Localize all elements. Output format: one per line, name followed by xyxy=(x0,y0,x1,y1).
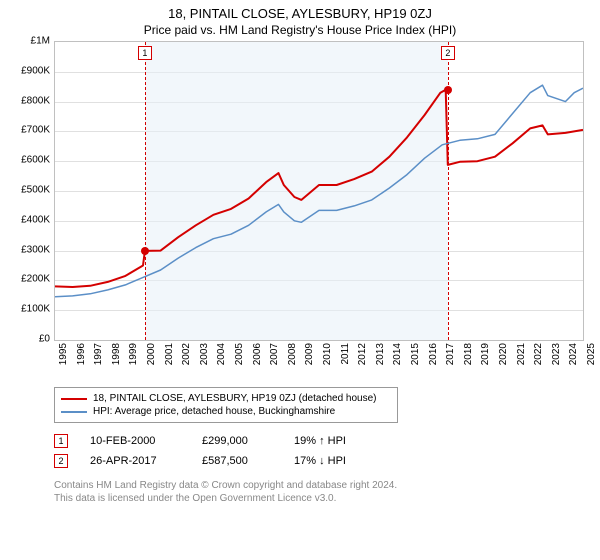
x-axis-label: 1999 xyxy=(128,343,139,365)
x-axis-label: 2004 xyxy=(216,343,227,365)
y-axis-label: £900K xyxy=(21,65,50,76)
chart: 12 £0£100K£200K£300K£400K£500K£600K£700K… xyxy=(36,41,596,381)
legend: 18, PINTAIL CLOSE, AYLESBURY, HP19 0ZJ (… xyxy=(54,387,398,423)
transaction-hpi: 17% ↓ HPI xyxy=(294,455,384,467)
transaction-date: 10-FEB-2000 xyxy=(90,435,180,447)
footer-line-2: This data is licensed under the Open Gov… xyxy=(54,492,600,505)
x-axis-label: 2001 xyxy=(164,343,175,365)
x-axis-label: 1997 xyxy=(93,343,104,365)
y-axis-label: £300K xyxy=(21,244,50,255)
x-axis-label: 2009 xyxy=(304,343,315,365)
y-axis-label: £700K xyxy=(21,125,50,136)
series-hpi xyxy=(55,85,583,297)
x-axis-label: 2013 xyxy=(375,343,386,365)
x-axis-label: 2002 xyxy=(181,343,192,365)
legend-row: HPI: Average price, detached house, Buck… xyxy=(61,405,391,418)
x-axis-label: 1998 xyxy=(111,343,122,365)
legend-swatch xyxy=(61,398,87,400)
x-axis-label: 2021 xyxy=(516,343,527,365)
transaction-table: 1 10-FEB-2000 £299,000 19% ↑ HPI 2 26-APR-201… xyxy=(54,431,600,471)
x-axis-label: 2007 xyxy=(269,343,280,365)
x-axis-label: 2018 xyxy=(463,343,474,365)
x-axis-label: 2024 xyxy=(568,343,579,365)
x-axis-label: 2008 xyxy=(287,343,298,365)
x-axis-label: 2014 xyxy=(392,343,403,365)
legend-swatch xyxy=(61,411,87,413)
x-axis-label: 2010 xyxy=(322,343,333,365)
x-axis-label: 2005 xyxy=(234,343,245,365)
series-price_paid xyxy=(55,90,583,287)
transaction-row: 2 26-APR-2017 £587,500 17% ↓ HPI xyxy=(54,451,600,471)
y-axis-label: £500K xyxy=(21,185,50,196)
x-axis-label: 2019 xyxy=(480,343,491,365)
chart-container: 18, PINTAIL CLOSE, AYLESBURY, HP19 0ZJ P… xyxy=(0,0,600,560)
legend-label: 18, PINTAIL CLOSE, AYLESBURY, HP19 0ZJ (… xyxy=(93,393,376,404)
x-axis-label: 2003 xyxy=(199,343,210,365)
y-axis-label: £0 xyxy=(39,334,50,345)
transaction-marker: 2 xyxy=(54,454,68,468)
x-axis-label: 2011 xyxy=(340,343,351,365)
title-line-1: 18, PINTAIL CLOSE, AYLESBURY, HP19 0ZJ xyxy=(0,0,600,21)
y-axis-label: £600K xyxy=(21,155,50,166)
transaction-price: £587,500 xyxy=(202,455,272,467)
footer: Contains HM Land Registry data © Crown c… xyxy=(54,479,600,505)
y-axis-label: £800K xyxy=(21,95,50,106)
x-axis-label: 2022 xyxy=(533,343,544,365)
x-axis-label: 1996 xyxy=(76,343,87,365)
footer-line-1: Contains HM Land Registry data © Crown c… xyxy=(54,479,600,492)
x-axis-label: 2017 xyxy=(445,343,456,365)
x-axis-label: 2012 xyxy=(357,343,368,365)
legend-label: HPI: Average price, detached house, Buck… xyxy=(93,406,335,417)
legend-row: 18, PINTAIL CLOSE, AYLESBURY, HP19 0ZJ (… xyxy=(61,392,391,405)
y-axis-label: £400K xyxy=(21,214,50,225)
x-axis-label: 2025 xyxy=(586,343,597,365)
x-axis-label: 1995 xyxy=(58,343,69,365)
x-axis-label: 2020 xyxy=(498,343,509,365)
y-axis-label: £200K xyxy=(21,274,50,285)
plot-area: 12 xyxy=(54,41,584,341)
transaction-row: 1 10-FEB-2000 £299,000 19% ↑ HPI xyxy=(54,431,600,451)
y-axis-label: £1M xyxy=(31,36,50,47)
transaction-price: £299,000 xyxy=(202,435,272,447)
line-series-svg xyxy=(55,42,583,340)
x-axis-label: 2000 xyxy=(146,343,157,365)
transaction-marker: 1 xyxy=(54,434,68,448)
x-axis-label: 2006 xyxy=(252,343,263,365)
transaction-date: 26-APR-2017 xyxy=(90,455,180,467)
x-axis-label: 2023 xyxy=(551,343,562,365)
title-line-2: Price paid vs. HM Land Registry's House … xyxy=(0,21,600,41)
x-axis-label: 2016 xyxy=(428,343,439,365)
y-axis-label: £100K xyxy=(21,304,50,315)
transaction-hpi: 19% ↑ HPI xyxy=(294,435,384,447)
x-axis-label: 2015 xyxy=(410,343,421,365)
